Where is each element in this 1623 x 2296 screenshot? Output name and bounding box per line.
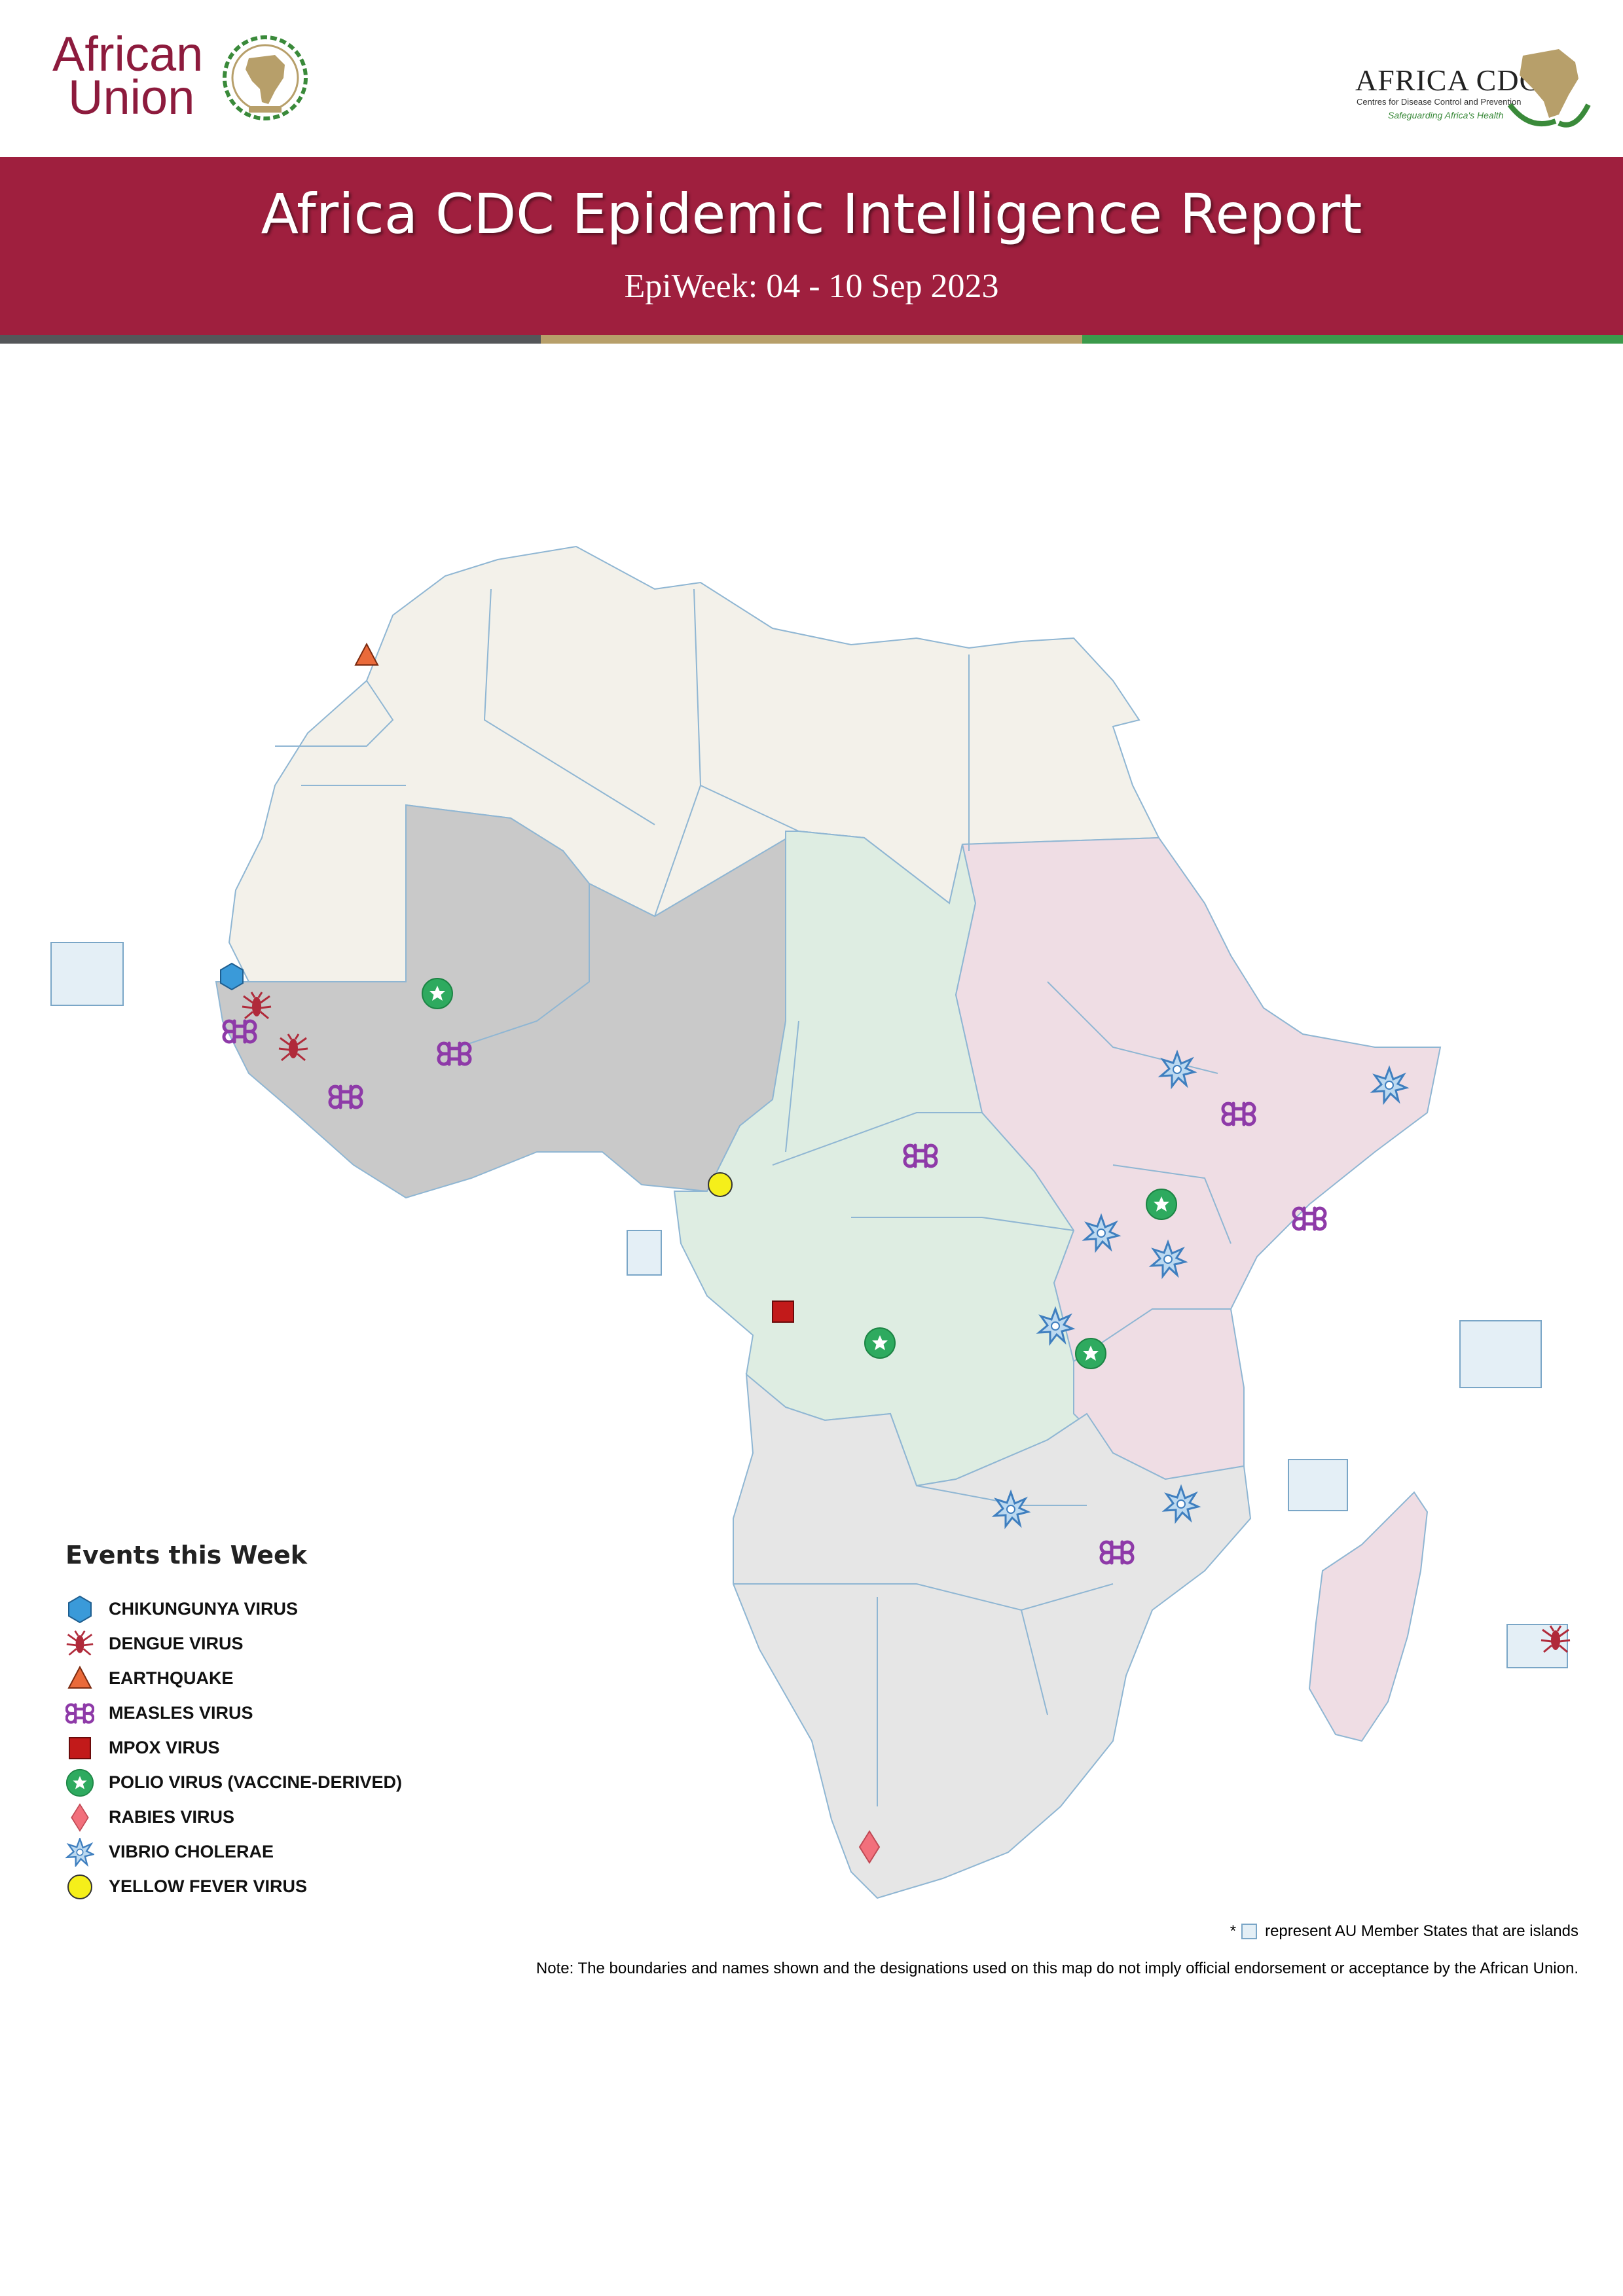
african-union-logo: African Union (46, 26, 321, 131)
legend-item-rabies: RABIES VIRUS (65, 1800, 524, 1835)
region-madagascar (1308, 1491, 1429, 1742)
circle-icon (67, 1874, 92, 1899)
chikungunya-marker-icon (220, 963, 244, 990)
legend-label: POLIO VIRUS (VACCINE-DERIVED) (109, 1772, 403, 1792)
island-box-seychelles (1459, 1320, 1542, 1388)
legend-item-earthquake: EARTHQUAKE (65, 1661, 524, 1696)
hexagon-icon (68, 1595, 92, 1623)
polio-marker-icon (1075, 1338, 1106, 1369)
report-epiweek: EpiWeek: 04 - 10 Sep 2023 (624, 268, 999, 305)
au-logo-line2: Union (68, 70, 195, 124)
legend-label: RABIES VIRUS (109, 1807, 235, 1827)
mpox-marker-icon (772, 1300, 794, 1323)
legend-title: Events this Week (65, 1541, 308, 1570)
cdc-logo-subtitle: Centres for Disease Control and Preventi… (1357, 97, 1522, 107)
legend-label: MEASLES VIRUS (109, 1703, 253, 1723)
legend-item-measles: MEASLES VIRUS (65, 1696, 524, 1731)
legend-label: CHIKUNGUNYA VIRUS (109, 1599, 299, 1619)
island-box-sao-tome (627, 1230, 662, 1276)
africa-cdc-logo: AFRICA CDC Centres for Disease Control a… (1349, 26, 1597, 131)
star-burst-icon (66, 1837, 94, 1867)
legend-label: MPOX VIRUS (109, 1738, 220, 1757)
legend-item-yellow-fever: YELLOW FEVER VIRUS (65, 1869, 524, 1904)
square-icon (69, 1736, 91, 1759)
report-title: Africa CDC Epidemic Intelligence Report (261, 182, 1362, 246)
polio-marker-icon (864, 1327, 896, 1359)
island-box-cabo-verde (50, 942, 124, 1006)
island-box-comoros (1288, 1459, 1348, 1511)
legend-label: EARTHQUAKE (109, 1668, 234, 1688)
stripe-gold (541, 335, 1082, 344)
legend-item-chikungunya: CHIKUNGUNYA VIRUS (65, 1592, 524, 1626)
cdc-logo-text: AFRICA CDC (1355, 63, 1541, 97)
island-note: * represent AU Member States that are is… (1230, 1922, 1578, 1941)
stripe-green (1082, 335, 1623, 344)
africa-map (50, 545, 1571, 1899)
command-icon (65, 1699, 94, 1728)
cdc-emblem-icon (1507, 49, 1591, 128)
legend-label: DENGUE VIRUS (109, 1634, 244, 1653)
region-east-africa (955, 836, 1442, 1480)
polio-marker-icon (422, 978, 453, 1009)
cdc-logo-tagline: Safeguarding Africa's Health (1388, 110, 1504, 120)
color-stripes (0, 335, 1623, 344)
legend-item-mpox: MPOX VIRUS (65, 1731, 524, 1765)
yellow-fever-marker-icon (708, 1172, 733, 1197)
legend-label: VIBRIO CHOLERAE (109, 1842, 274, 1861)
island-note-asterisk: * (1230, 1922, 1237, 1940)
report-banner: Africa CDC Epidemic Intelligence Report … (0, 157, 1623, 335)
island-box-swatch (1241, 1924, 1258, 1939)
legend-item-polio: POLIO VIRUS (VACCINE-DERIVED) (65, 1765, 524, 1800)
legend-item-cholera: VIBRIO CHOLERAE (65, 1835, 524, 1869)
triangle-icon (68, 1666, 92, 1689)
au-emblem-icon (223, 35, 308, 120)
island-note-text: represent AU Member States that are isla… (1265, 1922, 1578, 1940)
au-logo-text: African Union (52, 27, 204, 124)
mosquito-icon (65, 1629, 94, 1656)
map-legend: Events this Week CHIKUNGUNYA VIRUS DENGU… (65, 1541, 524, 1904)
au-logo-line1: African (52, 27, 204, 81)
legend-label: YELLOW FEVER VIRUS (109, 1876, 308, 1896)
legend-item-dengue: DENGUE VIRUS (65, 1626, 524, 1661)
polio-marker-icon (1146, 1189, 1177, 1220)
star-circle-icon (65, 1768, 94, 1797)
map-disclaimer: Note: The boundaries and names shown and… (536, 1960, 1578, 1977)
diamond-icon (71, 1803, 89, 1831)
region-southern-africa (733, 1372, 1252, 1899)
earthquake-marker-icon (355, 643, 378, 666)
stripe-grey (0, 335, 541, 344)
